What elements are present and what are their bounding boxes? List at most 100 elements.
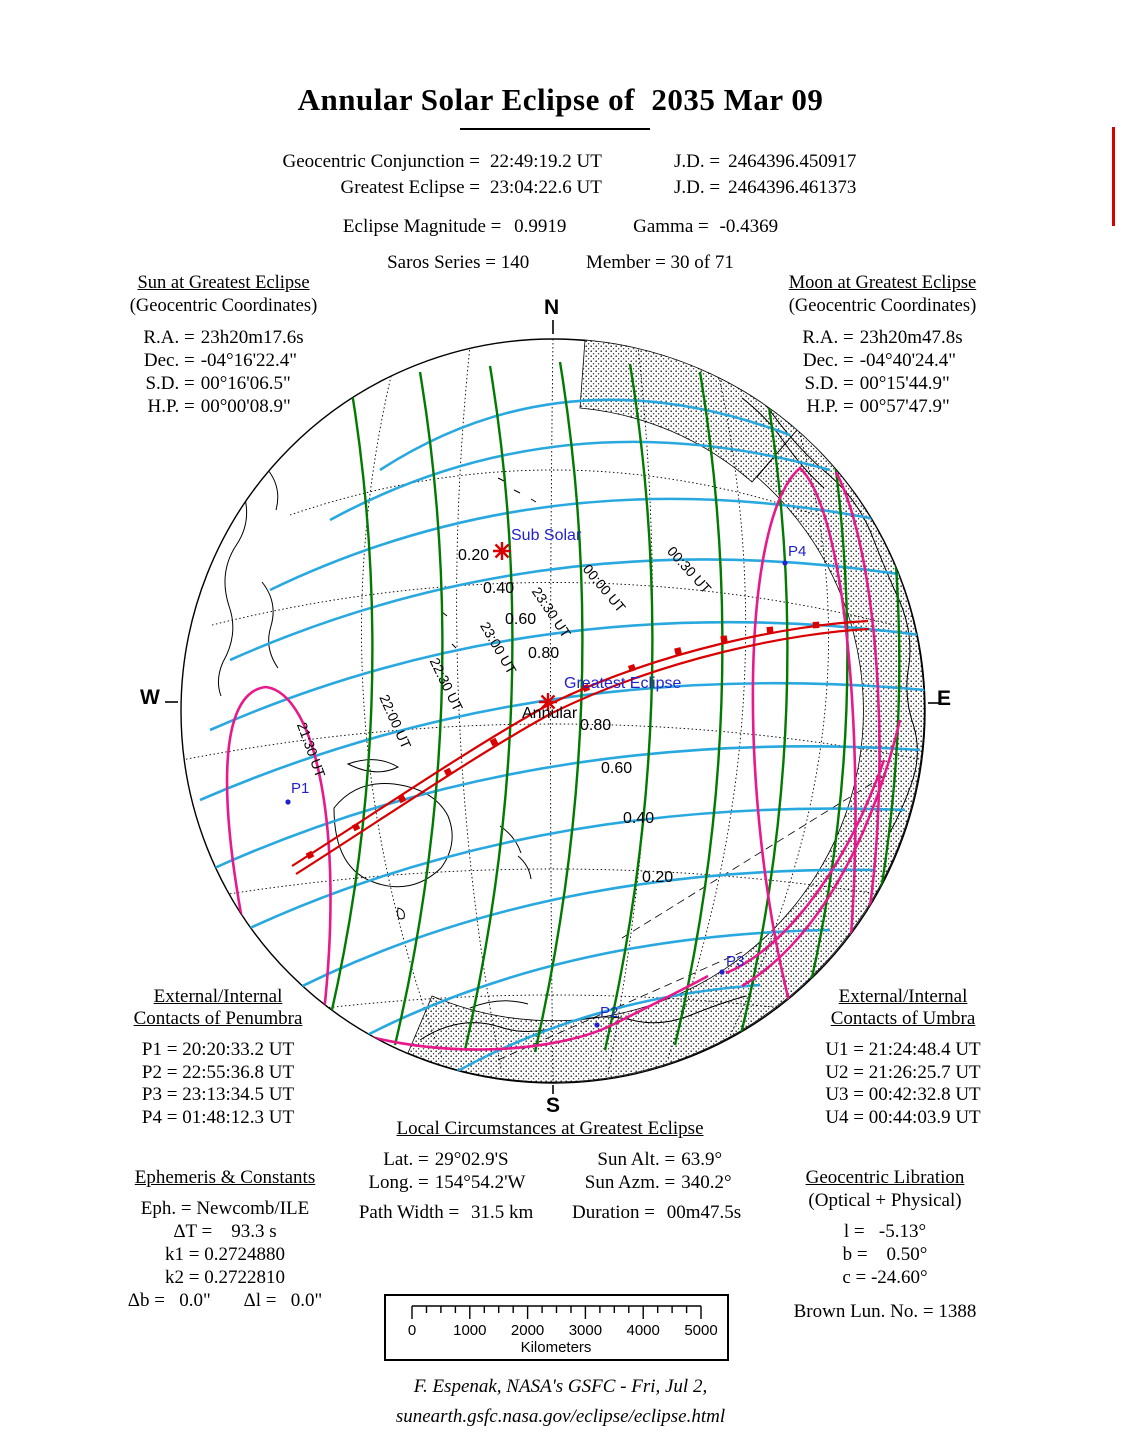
distance-scale-bar: 0 1000 2000 3000 4000 5000 Kilometers (408, 1305, 718, 1356)
umbra-title-line1: External/Internal (838, 986, 968, 1007)
moon-block-subtitle: (Geocentric Coordinates) (788, 296, 977, 316)
ephemeris-eph: Eph. = Newcomb/ILE (140, 1198, 310, 1219)
scale-tick-labels: 0 1000 2000 3000 4000 5000 Kilometers (408, 1322, 718, 1356)
penumbra-contacts-block: External/Internal Contacts of Penumbra P… (110, 986, 326, 1129)
moon-dec-value: -04°40'24.4" (859, 350, 957, 371)
lat-value: 29°02.9'S (434, 1149, 509, 1170)
sub-solar-label: Sub Solar (511, 527, 582, 544)
magnitude-gamma-line: Eclipse Magnitude = 0.9919 Gamma = -0.43… (0, 215, 1121, 239)
ephemeris-title: Ephemeris & Constants (134, 1167, 316, 1188)
greatest-eclipse-label: Greatest Eclipse (564, 675, 682, 692)
sun-dec-value: -04°16'22.4" (200, 350, 298, 371)
moon-hp-value: 00°57'47.9" (859, 396, 950, 417)
greatest-eclipse-row: Greatest Eclipse = 23:04:22.6 UT J.D. = … (150, 175, 857, 201)
terminator-dashed-lines (497, 775, 885, 1061)
greatest-jd-value: 2464396.461373 (728, 177, 857, 198)
duration-label: Duration = (571, 1202, 655, 1223)
sun-azm-label: Sun Azm. = (584, 1172, 676, 1193)
sun-sd-label: S.D. = (145, 373, 195, 394)
local-circumstances-table: Lat. = 29°02.9'S Sun Alt. = 63.9° Long. … (368, 1148, 731, 1194)
sun-block: Sun at Greatest Eclipse (Geocentric Coor… (116, 272, 331, 418)
path-width-label: Path Width = (358, 1202, 460, 1223)
umbra-title-line2: Contacts of Umbra (830, 1008, 976, 1029)
edge-artifact (1112, 127, 1115, 226)
sun-sd-value: 00°16'06.5" (200, 373, 291, 394)
sun-alt-value: 63.9° (681, 1149, 723, 1170)
compass-south-label: S (546, 1094, 561, 1117)
penumbra-p3: P3 = 23:13:34.5 UT (141, 1084, 295, 1105)
scale-tick-5000: 5000 (684, 1322, 717, 1339)
penumbra-title-line2: Contacts of Penumbra (133, 1008, 303, 1029)
central-path-markers (305, 621, 820, 860)
sun-ra-label: R.A. = (143, 327, 195, 348)
penumbra-p2: P2 = 22:55:36.8 UT (141, 1061, 295, 1083)
greatest-jd-label: J.D. = (674, 177, 721, 198)
saros-line: Saros Series = 140 Member = 30 of 71 (0, 251, 1121, 275)
moon-coords-table: R.A. = 23h20m47.8s Dec. = -04°40'24.4" S.D… (802, 326, 962, 418)
moon-block: Moon at Greatest Eclipse (Geocentric Coo… (775, 272, 990, 418)
contact-point-dots (285, 560, 788, 1028)
umbra-contacts-block: External/Internal Contacts of Umbra U1 =… (795, 986, 1011, 1129)
conjunction-label: Geocentric Conjunction = (282, 151, 481, 172)
magnitude-label-upper-060: 0.60 (505, 611, 537, 628)
greatest-label: Greatest Eclipse = (340, 177, 480, 198)
umbra-u2: U2 = 21:26:25.7 UT (825, 1061, 981, 1083)
compass-east-label: E (937, 687, 952, 710)
sun-ra-value: 23h20m17.6s (200, 327, 304, 348)
conjunction-table: Geocentric Conjunction = 22:49:19.2 UT J… (150, 149, 857, 201)
long-value: 154°54.2'W (434, 1172, 526, 1193)
penumbra-p4: P4 = 01:48:12.3 UT (141, 1106, 295, 1128)
scale-tick-1000: 1000 (453, 1322, 486, 1339)
path-width-duration-line: Path Width = 31.5 km Duration = 00m47.5s (340, 1202, 760, 1224)
scale-bar-box: 0 1000 2000 3000 4000 5000 Kilometers (384, 1294, 729, 1361)
conjunction-row: Geocentric Conjunction = 22:49:19.2 UT J… (150, 149, 857, 175)
compass-ticks (165, 320, 941, 1094)
ephemeris-delta-l: Δl = 0.0" (243, 1290, 323, 1311)
sun-dec-label: Dec. = (143, 350, 195, 371)
saros-series: Saros Series = 140 (387, 252, 530, 273)
ephemeris-k2: k2 = 0.2722810 (165, 1267, 285, 1288)
moon-ra-label: R.A. = (802, 327, 854, 348)
annular-label: Annular (522, 705, 578, 722)
contact-label-p4: P4 (788, 543, 807, 560)
contact-label-p1: P1 (291, 780, 310, 797)
magnitude-label-lower-040: 0.40 (623, 810, 655, 827)
title-rule (460, 128, 650, 130)
compass-west-label: W (140, 686, 160, 709)
sub-solar-marker (493, 542, 511, 560)
sun-hp-value: 00°00'08.9" (200, 396, 291, 417)
conjunction-jd-label: J.D. = (674, 151, 721, 172)
magnitude-label-upper-080: 0.80 (528, 645, 560, 662)
eclipse-magnitude-label: Eclipse Magnitude = (342, 216, 502, 237)
eclipse-magnitude-value: 0.9919 (514, 216, 567, 237)
sun-block-subtitle: (Geocentric Coordinates) (129, 296, 318, 316)
path-width-value: 31.5 km (470, 1202, 534, 1223)
libration-l: l = -5.13° (843, 1221, 927, 1242)
moon-sd-label: S.D. = (804, 373, 854, 394)
credit-line: F. Espenak, NASA's GSFC - Fri, Jul 2, (413, 1376, 708, 1397)
libration-block: Geocentric Libration (Optical + Physical… (770, 1166, 1000, 1323)
umbra-u1: U1 = 21:24:48.4 UT (825, 1039, 981, 1060)
coastlines (217, 359, 918, 1041)
sun-block-title: Sun at Greatest Eclipse (137, 273, 310, 293)
ephemeris-k1: k1 = 0.2724880 (165, 1244, 285, 1265)
magnitude-label-upper-020: 0.20 (458, 547, 490, 564)
penumbra-p1: P1 = 20:20:33.2 UT (141, 1039, 295, 1060)
scale-tick-4000: 4000 (627, 1322, 660, 1339)
local-circumstances-block: Local Circumstances at Greatest Eclipse … (340, 1118, 760, 1224)
libration-b: b = 0.50° (842, 1244, 928, 1265)
penumbra-limit-lines (225, 466, 902, 1051)
long-label: Long. = (368, 1172, 429, 1193)
local-circumstances-title: Local Circumstances at Greatest Eclipse (396, 1118, 704, 1139)
moon-hp-label: H.P. = (806, 396, 854, 417)
sun-hp-label: H.P. = (147, 396, 195, 417)
moon-ra-value: 23h20m47.8s (859, 327, 963, 348)
website-line: sunearth.gsfc.nasa.gov/eclipse/eclipse.h… (395, 1406, 726, 1427)
contact-label-p3: P3 (726, 953, 745, 970)
gamma-value: -0.4369 (719, 216, 779, 237)
conjunction-value: 22:49:19.2 UT (490, 151, 602, 172)
conjunction-jd-value: 2464396.450917 (728, 151, 857, 172)
magnitude-label-lower-020: 0.20 (642, 869, 674, 886)
